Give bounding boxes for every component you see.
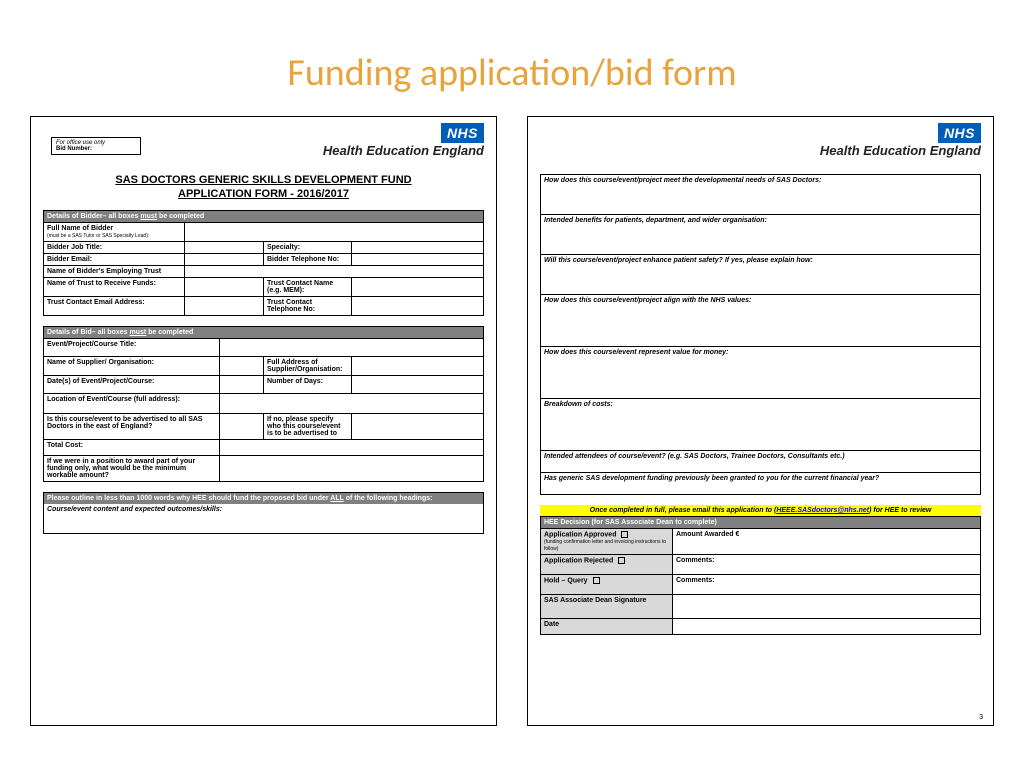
outline-q1[interactable]: Course/event content and expected outcom… — [43, 504, 484, 534]
q6-label: Breakdown of costs: — [541, 399, 980, 410]
input-min-workable[interactable] — [220, 456, 484, 482]
nhs-org-2: Health Education England — [540, 143, 981, 158]
label-amount: Amount Awarded € — [676, 531, 739, 538]
amount-cell[interactable]: Amount Awarded € — [673, 529, 981, 555]
input-phone[interactable] — [351, 254, 483, 266]
nhs-logo-icon-2: NHS — [938, 123, 981, 143]
input-advertised[interactable] — [220, 414, 264, 440]
label-supplier: Name of Supplier/ Organisation: — [44, 357, 220, 376]
input-specialty[interactable] — [351, 242, 483, 254]
label-phone: Bidder Telephone No: — [263, 254, 351, 266]
bidder-header: Details of Bidder– all boxes must be com… — [44, 211, 484, 223]
q4-label: How does this course/event/project align… — [541, 295, 980, 306]
input-advertised-sub[interactable] — [352, 414, 484, 440]
label-approved: Application Approved (funding confirmati… — [541, 529, 673, 555]
label-rejected: Application Rejected — [541, 555, 673, 575]
slide-title: Funding application/bid form — [0, 0, 1024, 116]
input-supplier-addr[interactable] — [352, 357, 484, 376]
hold-checkbox-icon[interactable] — [593, 577, 600, 584]
q7-box[interactable]: Intended attendees of course/event? (e.g… — [540, 451, 981, 473]
nhs-logo-icon: NHS — [441, 123, 484, 143]
bidder-table: Details of Bidder– all boxes must be com… — [43, 210, 484, 316]
q1-label: How does this course/event/project meet … — [541, 175, 980, 186]
label-total-cost: Total Cost: — [44, 440, 220, 456]
label-specialty: Specialty: — [263, 242, 351, 254]
outline-q1-label: Course/event content and expected outcom… — [47, 506, 222, 513]
submission-email-link[interactable]: HEEE.SASdoctors@nhs.net — [776, 507, 869, 514]
rejected-checkbox-icon[interactable] — [618, 557, 625, 564]
label-email: Bidder Email: — [44, 254, 185, 266]
q2-box[interactable]: Intended benefits for patients, departme… — [540, 215, 981, 255]
label-recv-trust: Name of Trust to Receive Funds: — [44, 278, 185, 297]
outline-header: Please outline in less than 1000 words w… — [43, 492, 484, 504]
input-dates[interactable] — [220, 376, 264, 394]
q4-box[interactable]: How does this course/event/project align… — [540, 295, 981, 347]
label-emp-trust: Name of Bidder's Employing Trust — [44, 266, 185, 278]
page-number: 3 — [979, 714, 983, 721]
label-job-title: Bidder Job Title: — [44, 242, 185, 254]
q5-label: How does this course/event represent val… — [541, 347, 980, 358]
approved-checkbox-icon[interactable] — [621, 531, 628, 538]
pages-container: For office use only Bid Number: NHS Heal… — [0, 116, 1024, 726]
q1-box[interactable]: How does this course/event/project meet … — [540, 174, 981, 215]
label-full-name: Full Name of Bidder (must be a SAS Tutor… — [44, 223, 185, 242]
form-page-2: NHS Health Education England How does th… — [527, 116, 994, 726]
label-supplier-addr: Full Address of Supplier/Organisation: — [264, 357, 352, 376]
label-signature: SAS Associate Dean Signature — [541, 595, 673, 619]
input-total-cost[interactable] — [220, 440, 484, 456]
label-comments-1: Comments: — [676, 557, 715, 564]
q2-label: Intended benefits for patients, departme… — [541, 215, 980, 226]
input-trust-email[interactable] — [184, 297, 263, 316]
bid-header: Details of Bid– all boxes must be comple… — [44, 327, 484, 339]
label-location: Location of Event/Course (full address): — [44, 394, 220, 414]
label-num-days: Number of Days: — [264, 376, 352, 394]
input-trust-contact[interactable] — [351, 278, 483, 297]
input-num-days[interactable] — [352, 376, 484, 394]
form-title-1: SAS DOCTORS GENERIC SKILLS DEVELOPMENT F… — [43, 174, 484, 186]
label-comments-2: Comments: — [676, 577, 715, 584]
q8-box[interactable]: Has generic SAS development funding prev… — [540, 473, 981, 495]
input-recv-trust[interactable] — [184, 278, 263, 297]
label-date: Date — [541, 619, 673, 635]
label-advertised-sub: If no, please specify who this course/ev… — [264, 414, 352, 440]
label-trust-phone: Trust Contact Telephone No: — [263, 297, 351, 316]
label-dates: Date(s) of Event/Project/Course: — [44, 376, 220, 394]
input-trust-phone[interactable] — [351, 297, 483, 316]
rejected-comments[interactable]: Comments: — [673, 555, 981, 575]
bid-table: Details of Bid– all boxes must be comple… — [43, 326, 484, 482]
form-title-2: APPLICATION FORM - 2016/2017 — [43, 188, 484, 200]
office-line2: Bid Number: — [56, 146, 136, 152]
label-hold: Hold – Query — [541, 575, 673, 595]
label-min-workable: If we were in a position to award part o… — [44, 456, 220, 482]
date-cell[interactable] — [673, 619, 981, 635]
input-full-name[interactable] — [184, 223, 483, 242]
label-advertised: Is this course/event to be advertised to… — [44, 414, 220, 440]
signature-cell[interactable] — [673, 595, 981, 619]
input-supplier[interactable] — [220, 357, 264, 376]
q3-label: Will this course/event/project enhance p… — [541, 255, 980, 266]
decision-header: HEE Decision (for SAS Associate Dean to … — [541, 517, 981, 529]
label-trust-contact: Trust Contact Name (e.g. MEM): — [263, 278, 351, 297]
q7-label: Intended attendees of course/event? (e.g… — [541, 451, 980, 462]
nhs-header-2: NHS Health Education England — [540, 123, 981, 158]
input-job-title[interactable] — [184, 242, 263, 254]
submission-note: Once completed in full, please email thi… — [540, 505, 981, 516]
q8-label: Has generic SAS development funding prev… — [541, 473, 980, 484]
form-page-1: For office use only Bid Number: NHS Heal… — [30, 116, 497, 726]
label-trust-email: Trust Contact Email Address: — [44, 297, 185, 316]
q3-box[interactable]: Will this course/event/project enhance p… — [540, 255, 981, 295]
hold-comments[interactable]: Comments: — [673, 575, 981, 595]
q5-box[interactable]: How does this course/event represent val… — [540, 347, 981, 399]
input-location[interactable] — [220, 394, 484, 414]
label-event-title: Event/Project/Course Title: — [44, 339, 220, 357]
input-event-title[interactable] — [220, 339, 484, 357]
office-use-box: For office use only Bid Number: — [51, 137, 141, 155]
input-email[interactable] — [184, 254, 263, 266]
decision-table: HEE Decision (for SAS Associate Dean to … — [540, 516, 981, 635]
q6-box[interactable]: Breakdown of costs: — [540, 399, 981, 451]
input-emp-trust[interactable] — [184, 266, 483, 278]
